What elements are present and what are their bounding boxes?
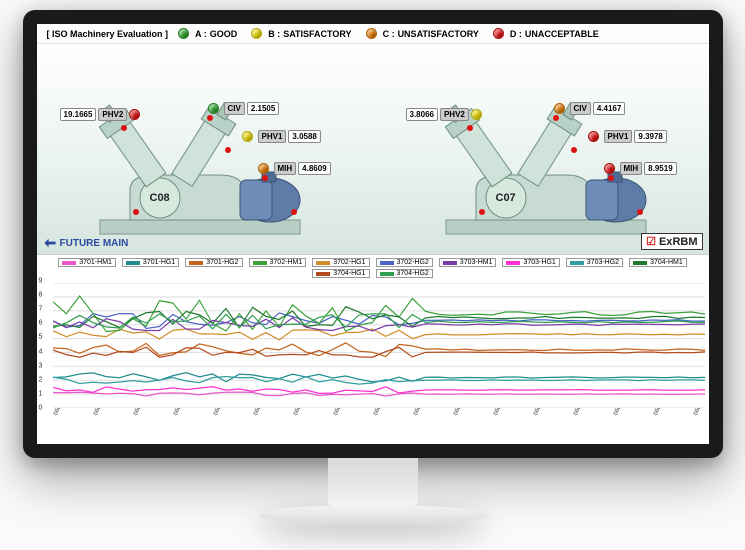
brand-left: FUTURE MAIN <box>43 236 129 250</box>
legend-item-unsatisfactory: C : UNSATISFACTORY <box>366 28 479 39</box>
series-legend-3702-HM1[interactable]: 3702-HM1 <box>249 258 307 267</box>
chart-area: 3701-HM1 3701-HG1 3701-HG2 3702-HM1 3702-HG1… <box>37 254 709 444</box>
chart-plot: 0123456789 <box>37 281 709 408</box>
series-legend-3703-HG2[interactable]: 3703-HG2 <box>566 258 623 267</box>
sensor-phv1: PHV19.3978 <box>588 130 667 143</box>
legend-title: [ ISO Machinery Evaluation ] <box>47 29 169 39</box>
sensor-mih: MIH8.9519 <box>604 162 677 175</box>
series-legend-3702-HG2[interactable]: 3702-HG2 <box>376 258 433 267</box>
series-legend-3704-HG1[interactable]: 3704-HG1 <box>312 269 369 278</box>
sensor-civ: CIV2.1505 <box>208 102 280 115</box>
sensor-phv2: 3.8066PHV2 <box>406 108 485 121</box>
series-legend-3701-HM1[interactable]: 3701-HM1 <box>58 258 116 267</box>
series-legend-3704-HM1[interactable]: 3704-HM1 <box>629 258 687 267</box>
x-axis-ticks: 0604. 00:00:000604. 00:13:070604. 01:26:… <box>37 408 709 444</box>
series-legend-3704-HG2[interactable]: 3704-HG2 <box>376 269 433 278</box>
series-legend: 3701-HM1 3701-HG1 3701-HG2 3702-HM1 3702-HG1… <box>37 255 709 281</box>
series-legend-3701-HG2[interactable]: 3701-HG2 <box>185 258 242 267</box>
series-legend-3701-HG1[interactable]: 3701-HG1 <box>122 258 179 267</box>
sensor-mih: MIH4.8609 <box>258 162 331 175</box>
series-legend-3702-HG1[interactable]: 3702-HG1 <box>312 258 369 267</box>
machinery-panel: C08 19.1665PHV2 CIV2.1505 PHV13.0588 MIH4.86… <box>37 44 709 254</box>
series-legend-3703-HG1[interactable]: 3703-HG1 <box>502 258 559 267</box>
machine-id-label: C08 <box>150 192 170 204</box>
legend-item-unacceptable: D : UNACCEPTABLE <box>493 28 599 39</box>
series-legend-3703-HM1[interactable]: 3703-HM1 <box>439 258 497 267</box>
check-icon: ☑ <box>646 235 656 248</box>
machine-C08: C08 19.1665PHV2 CIV2.1505 PHV13.0588 MIH4.86… <box>60 80 340 250</box>
iso-legend-bar: [ ISO Machinery Evaluation ] A : GOOD B :… <box>37 24 709 44</box>
sensor-civ: CIV4.4167 <box>554 102 626 115</box>
brand-right: ☑ ExRBM <box>641 233 702 250</box>
machine-C07: C07 3.8066PHV2 CIV4.4167 PHV19.3978 MIH8.951… <box>406 80 686 250</box>
machine-id-label: C07 <box>496 192 516 204</box>
legend-item-good: A : GOOD <box>178 28 237 39</box>
sensor-phv2: 19.1665PHV2 <box>60 108 144 121</box>
monitor-stand <box>258 506 488 524</box>
sensor-phv1: PHV13.0588 <box>242 130 321 143</box>
screen: [ ISO Machinery Evaluation ] A : GOOD B :… <box>37 24 709 444</box>
monitor-frame: [ ISO Machinery Evaluation ] A : GOOD B :… <box>23 10 723 458</box>
legend-item-satisfactory: B : SATISFACTORY <box>251 28 351 39</box>
